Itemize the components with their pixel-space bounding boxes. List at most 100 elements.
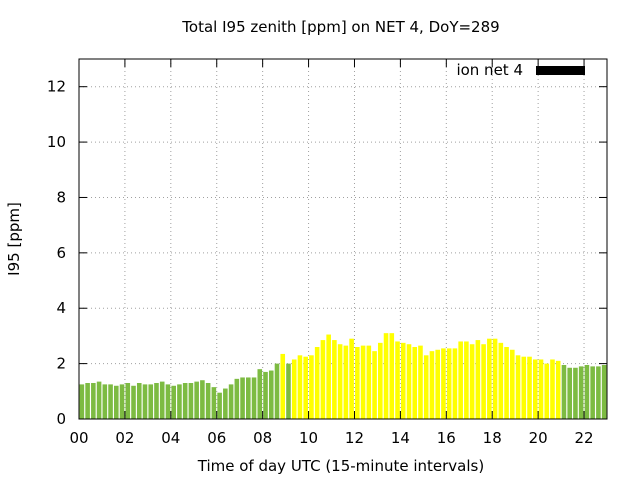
legend-swatch	[536, 66, 585, 75]
x-tick-label: 18	[483, 429, 502, 447]
bar	[412, 347, 418, 419]
bar	[406, 344, 412, 419]
y-tick-labels: 0 2 4 6 8 10 12	[47, 78, 66, 428]
x-tick-labels: 00 02 04 06 08 10 12 14 16 18 20 22	[69, 429, 593, 447]
bar	[274, 363, 280, 419]
bar	[297, 355, 303, 419]
bar	[343, 345, 349, 419]
bar	[337, 344, 343, 419]
x-tick-label: 02	[115, 429, 134, 447]
x-tick-label: 14	[391, 429, 410, 447]
y-tick-label: 8	[56, 188, 66, 206]
x-tick-label: 08	[253, 429, 272, 447]
bar	[550, 359, 555, 419]
bar	[136, 383, 142, 419]
x-axis-label: Time of day UTC (15-minute intervals)	[197, 457, 484, 475]
bar	[246, 377, 251, 419]
x-tick-label: 12	[345, 429, 364, 447]
bar	[418, 345, 423, 419]
bar	[320, 340, 326, 419]
bar	[102, 384, 108, 419]
bar	[332, 340, 337, 419]
bar	[487, 338, 492, 419]
bar	[481, 344, 486, 419]
bar	[355, 347, 360, 419]
bar	[601, 365, 607, 419]
bar	[567, 367, 572, 419]
y-tick-label: 10	[47, 133, 66, 151]
bar	[446, 348, 452, 419]
bar	[217, 392, 222, 419]
bar	[79, 384, 85, 419]
bar	[441, 348, 446, 419]
bar	[205, 383, 211, 419]
y-axis-label: I95 [ppm]	[5, 202, 23, 276]
bar	[257, 369, 263, 419]
bar	[544, 363, 550, 419]
bar	[263, 371, 268, 419]
bar	[504, 347, 509, 419]
bar	[326, 334, 331, 419]
x-tick-label: 10	[299, 429, 318, 447]
bar	[223, 388, 228, 419]
bar	[291, 359, 297, 419]
bar	[573, 367, 578, 419]
bar	[429, 351, 435, 419]
bar	[532, 359, 538, 419]
bar	[171, 385, 176, 419]
y-tick-label: 6	[56, 244, 66, 262]
bar	[268, 370, 274, 419]
bar	[435, 349, 440, 419]
bar	[251, 377, 257, 419]
bar	[234, 378, 240, 419]
bar	[125, 383, 131, 419]
bar	[280, 353, 286, 419]
y-tick-label: 4	[56, 299, 66, 317]
bar	[159, 381, 165, 419]
bar	[85, 383, 90, 419]
x-tick-label: 06	[207, 429, 226, 447]
y-tick-label: 12	[47, 78, 66, 96]
bar	[366, 345, 372, 419]
bar	[527, 356, 532, 419]
bar	[464, 341, 469, 419]
bar	[303, 356, 308, 419]
bar	[475, 340, 481, 419]
bar	[96, 381, 102, 419]
bar	[378, 342, 383, 419]
grid-lines	[79, 59, 607, 419]
bar	[114, 385, 119, 419]
x-tick-label: 16	[437, 429, 456, 447]
legend: ion net 4	[456, 61, 585, 79]
bar	[119, 384, 125, 419]
bar	[521, 356, 527, 419]
bar	[590, 366, 595, 419]
bar	[182, 383, 188, 419]
bar	[211, 387, 217, 419]
bar	[538, 359, 544, 419]
bar	[148, 384, 154, 419]
bar	[498, 342, 504, 419]
bar	[165, 384, 171, 419]
bar	[596, 366, 601, 419]
bar	[177, 384, 182, 419]
y-tick-label: 2	[56, 355, 66, 373]
bar	[240, 377, 245, 419]
bar	[349, 338, 354, 419]
bar	[314, 347, 320, 419]
bar	[584, 365, 590, 419]
bar	[555, 360, 561, 419]
bar	[142, 384, 148, 419]
bar	[400, 342, 406, 419]
data-bars	[79, 333, 607, 419]
bar	[423, 355, 429, 419]
bar	[383, 333, 389, 419]
bar	[578, 366, 584, 419]
bar	[188, 383, 194, 419]
x-tick-label: 22	[574, 429, 593, 447]
bar	[492, 338, 498, 419]
bar	[91, 383, 96, 419]
x-tick-label: 04	[161, 429, 180, 447]
plot-frame	[78, 58, 608, 420]
